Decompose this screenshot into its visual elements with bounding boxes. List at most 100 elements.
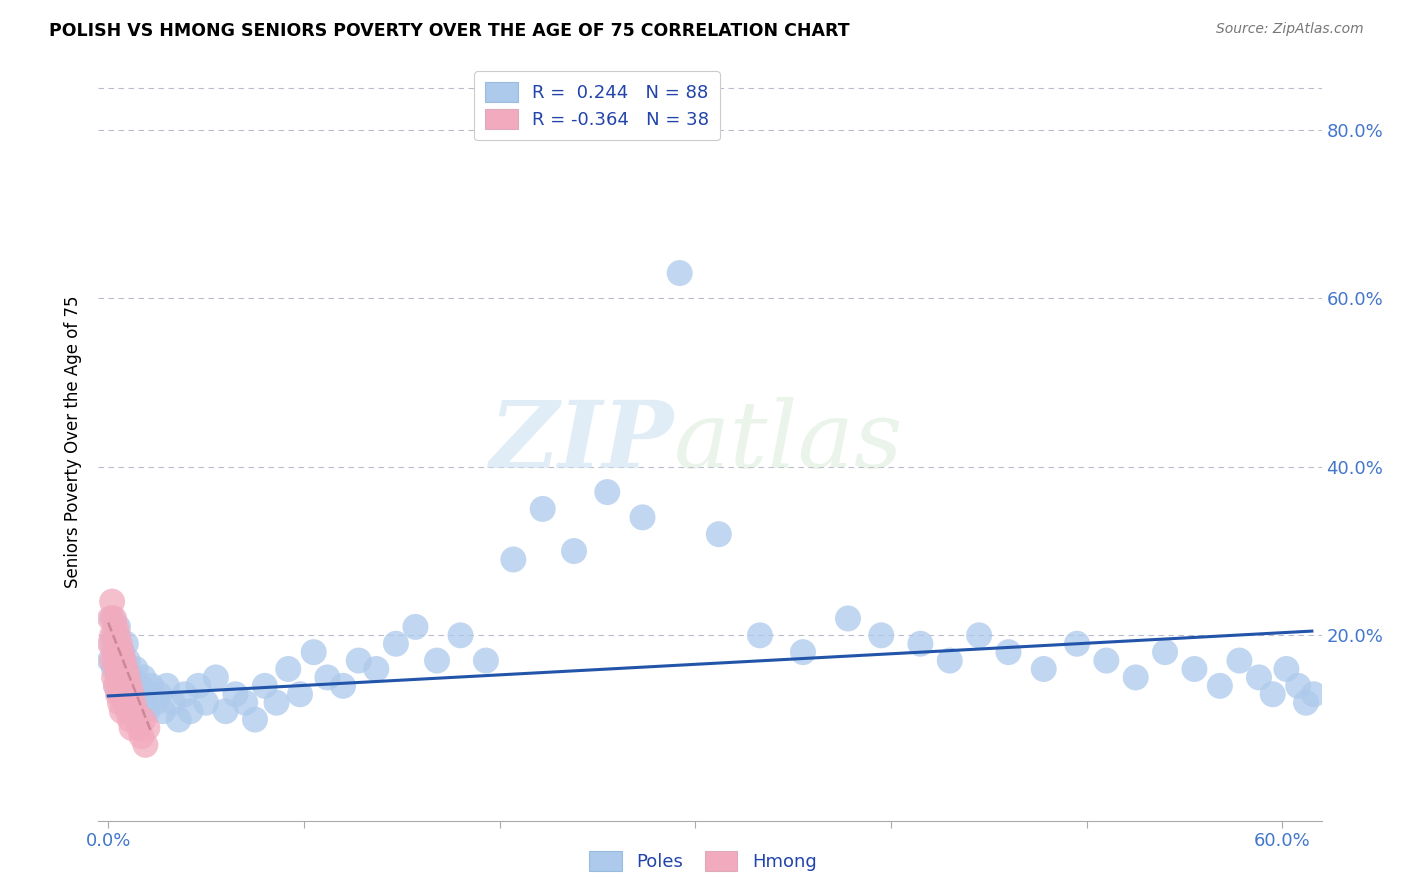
Point [114, 670, 136, 684]
Point [107, 687, 129, 701]
Point [105, 654, 128, 668]
Point [224, 687, 246, 701]
Point [1095, 654, 1118, 668]
Point [105, 645, 128, 659]
Point [112, 687, 135, 701]
Point [108, 670, 131, 684]
Point [1302, 687, 1324, 701]
Point [233, 696, 256, 710]
Point [997, 645, 1019, 659]
Point [748, 628, 770, 642]
Point [112, 662, 135, 676]
Point [302, 645, 325, 659]
Point [105, 620, 128, 634]
Point [124, 704, 146, 718]
Point [405, 620, 427, 634]
Point [114, 662, 136, 676]
Point [707, 527, 730, 541]
Point [111, 645, 134, 659]
Point [107, 662, 129, 676]
Point [1261, 687, 1284, 701]
Point [148, 687, 170, 701]
Point [141, 679, 163, 693]
Point [475, 654, 498, 668]
Point [128, 679, 150, 693]
Point [173, 687, 195, 701]
Point [112, 696, 135, 710]
Point [266, 696, 288, 710]
Point [596, 485, 619, 500]
Point [1229, 654, 1251, 668]
Point [103, 611, 125, 625]
Point [1154, 645, 1177, 659]
Point [103, 670, 125, 684]
Point [118, 679, 141, 693]
Point [101, 611, 124, 625]
Point [117, 654, 139, 668]
Text: POLISH VS HMONG SENIORS POVERTY OVER THE AGE OF 75 CORRELATION CHART: POLISH VS HMONG SENIORS POVERTY OVER THE… [49, 22, 849, 40]
Point [136, 704, 159, 718]
Point [1032, 662, 1054, 676]
Point [562, 544, 585, 558]
Point [111, 679, 134, 693]
Point [385, 637, 408, 651]
Point [117, 670, 139, 684]
Point [107, 670, 129, 684]
Point [121, 721, 143, 735]
Point [1125, 670, 1147, 684]
Point [631, 510, 654, 524]
Point [127, 713, 149, 727]
Point [450, 628, 472, 642]
Point [205, 670, 228, 684]
Point [105, 679, 128, 693]
Point [118, 679, 141, 693]
Point [332, 679, 354, 693]
Point [98, 611, 121, 625]
Y-axis label: Seniors Poverty Over the Age of 75: Seniors Poverty Over the Age of 75 [65, 295, 83, 588]
Point [127, 704, 149, 718]
Point [122, 696, 145, 710]
Point [114, 637, 136, 651]
Point [103, 628, 125, 642]
Text: Source: ZipAtlas.com: Source: ZipAtlas.com [1216, 22, 1364, 37]
Point [121, 687, 143, 701]
Point [1275, 662, 1298, 676]
Point [143, 696, 166, 710]
Point [103, 645, 125, 659]
Point [167, 713, 190, 727]
Point [939, 654, 962, 668]
Point [131, 696, 153, 710]
Point [101, 637, 124, 651]
Point [114, 696, 136, 710]
Point [668, 266, 690, 280]
Point [243, 713, 266, 727]
Point [1295, 696, 1317, 710]
Point [111, 704, 134, 718]
Point [108, 637, 131, 651]
Legend: R =  0.244   N = 88, R = -0.364   N = 38: R = 0.244 N = 88, R = -0.364 N = 38 [474, 71, 720, 140]
Point [195, 696, 218, 710]
Point [122, 687, 145, 701]
Legend: Poles, Hmong: Poles, Hmong [582, 844, 824, 879]
Point [366, 662, 388, 676]
Point [967, 628, 990, 642]
Point [101, 594, 124, 608]
Point [132, 670, 155, 684]
Point [108, 687, 131, 701]
Point [910, 637, 932, 651]
Point [128, 721, 150, 735]
Point [531, 502, 554, 516]
Point [1286, 679, 1309, 693]
Point [426, 654, 449, 668]
Point [1184, 662, 1206, 676]
Text: atlas: atlas [673, 397, 903, 486]
Point [214, 704, 236, 718]
Point [108, 696, 131, 710]
Point [253, 679, 276, 693]
Point [152, 704, 174, 718]
Point [103, 662, 125, 676]
Point [108, 654, 131, 668]
Text: ZIP: ZIP [489, 397, 673, 486]
Point [107, 620, 129, 634]
Point [870, 628, 893, 642]
